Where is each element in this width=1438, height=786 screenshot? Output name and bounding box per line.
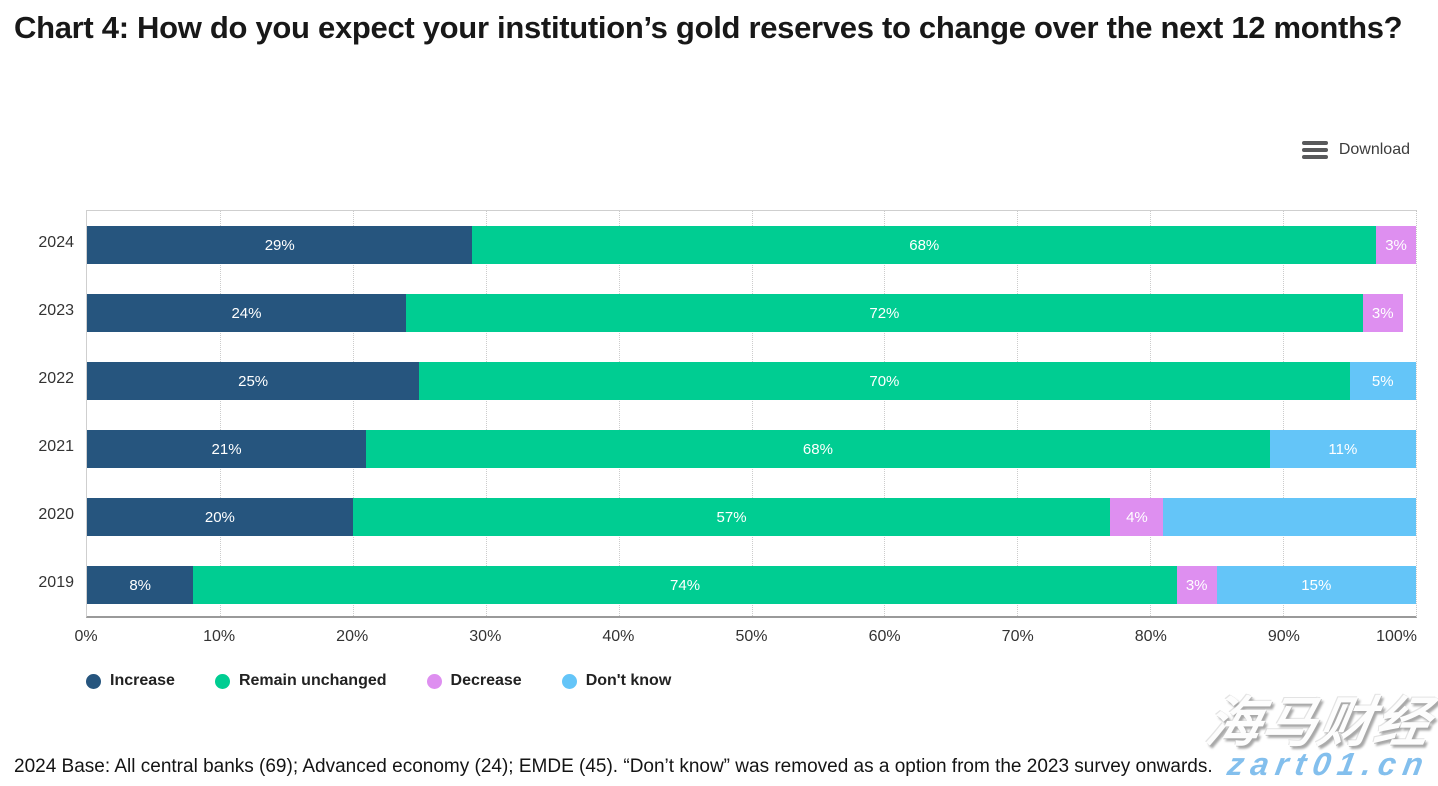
x-tick-20pct: 20%: [336, 628, 369, 645]
bar-2022-remain-unchanged[interactable]: 70%: [419, 362, 1350, 400]
bar-2024-remain-unchanged[interactable]: 68%: [472, 226, 1377, 264]
base-note: 2024 Base: All central banks (69); Advan…: [14, 756, 1213, 777]
bar-row-2024: 29% 68% 3%: [87, 226, 1416, 264]
bar-row-2022: 25% 70% 5%: [87, 362, 1416, 400]
y-axis-label-2019: 2019: [38, 574, 74, 591]
legend-label-decrease: Decrease: [450, 672, 522, 689]
x-tick-30pct: 30%: [469, 628, 502, 645]
x-tick-100pct: 100%: [1376, 628, 1417, 645]
bar-2021-don-t-know[interactable]: 11%: [1269, 430, 1416, 468]
hamburger-menu-icon: [1301, 141, 1328, 159]
legend-marker-increase: [86, 673, 101, 689]
x-tick-80pct: 80%: [1134, 628, 1167, 645]
gridline-40: [618, 211, 620, 616]
bar-2019-remain-unchanged[interactable]: 74%: [193, 566, 1177, 604]
watermark-brand: 海马财经: [1201, 693, 1437, 753]
x-tick-0pct: 0%: [74, 628, 98, 645]
x-tick-60pct: 60%: [868, 628, 901, 645]
legend-item-remain-unchanged[interactable]: Remain unchanged: [214, 672, 387, 690]
gridline-10: [219, 211, 221, 616]
x-tick-50pct: 50%: [735, 628, 768, 645]
bar-2024-increase[interactable]: 29%: [87, 226, 473, 264]
legend-marker-remain-unchanged: [214, 673, 230, 689]
legend-item-don-t-know[interactable]: Don't know: [561, 672, 672, 690]
bar-row-2020: 20% 57% 4%: [87, 498, 1416, 536]
x-tick-70pct: 70%: [1001, 628, 1034, 645]
bar-row-2023: 24% 72% 3%: [87, 294, 1416, 332]
bar-2021-increase[interactable]: 21%: [87, 430, 367, 468]
gridline-50: [751, 211, 753, 616]
legend-label-don-t-know: Don't know: [585, 672, 672, 689]
bar-2022-increase[interactable]: 25%: [87, 362, 420, 400]
bar-2022-don-t-know[interactable]: 5%: [1349, 362, 1416, 400]
legend-marker-decrease: [426, 673, 442, 689]
gridline-80: [1150, 211, 1152, 616]
bar-2023-increase[interactable]: 24%: [87, 294, 406, 332]
x-tick-40pct: 40%: [602, 628, 635, 645]
gridline-70: [1017, 211, 1019, 616]
chart-legend: Increase Remain unchanged Decrease Don't kn…: [86, 672, 671, 690]
bar-row-2021: 21% 68% 11%: [87, 430, 1416, 468]
bar-2020-decrease[interactable]: 4%: [1110, 498, 1164, 536]
download-button[interactable]: Download: [1301, 141, 1410, 159]
gridline-20: [352, 211, 354, 616]
bar-2024-decrease[interactable]: 3%: [1376, 226, 1416, 264]
bar-2023-remain-unchanged[interactable]: 72%: [405, 294, 1363, 332]
x-tick-10pct: 10%: [203, 628, 236, 645]
y-axis-label-2022: 2022: [38, 370, 74, 387]
bar-2019-increase[interactable]: 8%: [87, 566, 194, 604]
bar-2021-remain-unchanged[interactable]: 68%: [366, 430, 1270, 468]
bar-2019-decrease[interactable]: 3%: [1176, 566, 1217, 604]
bar-2020-don-t-know[interactable]: [1163, 498, 1416, 536]
legend-label-remain-unchanged: Remain unchanged: [238, 672, 387, 689]
bar-row-2019: 8% 74% 3% 15%: [87, 566, 1416, 604]
chart-title: Chart 4: How do you expect your institut…: [14, 10, 1403, 45]
legend-item-increase[interactable]: Increase: [86, 672, 175, 690]
x-tick-90pct: 90%: [1267, 628, 1300, 645]
bar-2019-don-t-know[interactable]: 15%: [1216, 566, 1416, 604]
y-axis-label-2023: 2023: [38, 302, 74, 319]
y-axis-label-2020: 2020: [38, 506, 74, 523]
gridline-60: [884, 211, 886, 616]
gridline-30: [485, 211, 487, 616]
y-axis-label-2024: 2024: [38, 234, 74, 251]
legend-label-increase: Increase: [110, 672, 175, 689]
plot-area: 29% 68% 3% 24% 72% 3% 25% 70% 5% 21% 68% 11% 20% 57% 4…: [86, 210, 1417, 618]
bar-2023-decrease[interactable]: 3%: [1362, 294, 1403, 332]
bar-2020-increase[interactable]: 20%: [87, 498, 353, 536]
gridline-90: [1283, 211, 1285, 616]
legend-marker-don-t-know: [561, 673, 577, 689]
bar-2020-remain-unchanged[interactable]: 57%: [352, 498, 1111, 536]
legend-item-decrease[interactable]: Decrease: [426, 672, 522, 690]
y-axis-label-2021: 2021: [38, 438, 74, 455]
download-label: Download: [1338, 141, 1410, 158]
